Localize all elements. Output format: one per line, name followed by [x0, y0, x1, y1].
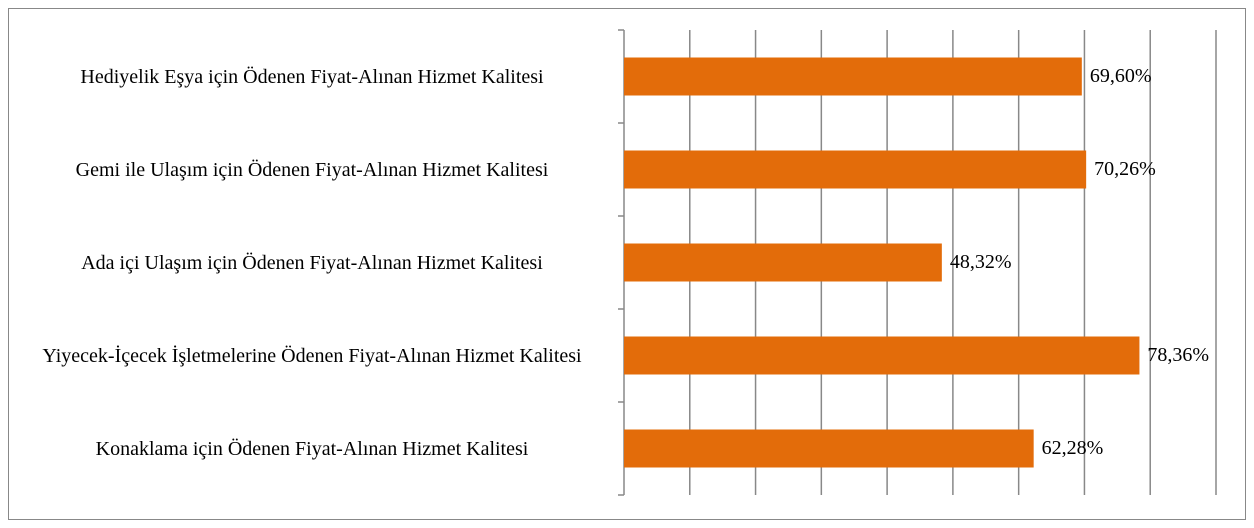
- data-label: 62,28%: [1042, 437, 1104, 459]
- category-label: Yiyecek-İçecek İşletmelerine Ödenen Fiya…: [42, 344, 582, 367]
- bar: [624, 150, 1087, 189]
- category-label: Ada içi Ulaşım için Ödenen Fiyat-Alınan …: [81, 251, 543, 274]
- bar: [624, 57, 1082, 96]
- category-label: Gemi ile Ulaşım için Ödenen Fiyat-Alınan…: [75, 158, 549, 181]
- data-label: 78,36%: [1147, 344, 1209, 366]
- data-label: 48,32%: [950, 251, 1012, 273]
- bar: [624, 429, 1034, 468]
- data-label: 69,60%: [1090, 65, 1152, 87]
- bar: [624, 243, 942, 282]
- category-label: Konaklama için Ödenen Fiyat-Alınan Hizme…: [95, 437, 529, 460]
- data-label: 70,26%: [1094, 158, 1156, 180]
- category-label: Hediyelik Eşya için Ödenen Fiyat-Alınan …: [80, 65, 544, 88]
- chart-border: [8, 8, 1246, 520]
- bar: [624, 336, 1140, 375]
